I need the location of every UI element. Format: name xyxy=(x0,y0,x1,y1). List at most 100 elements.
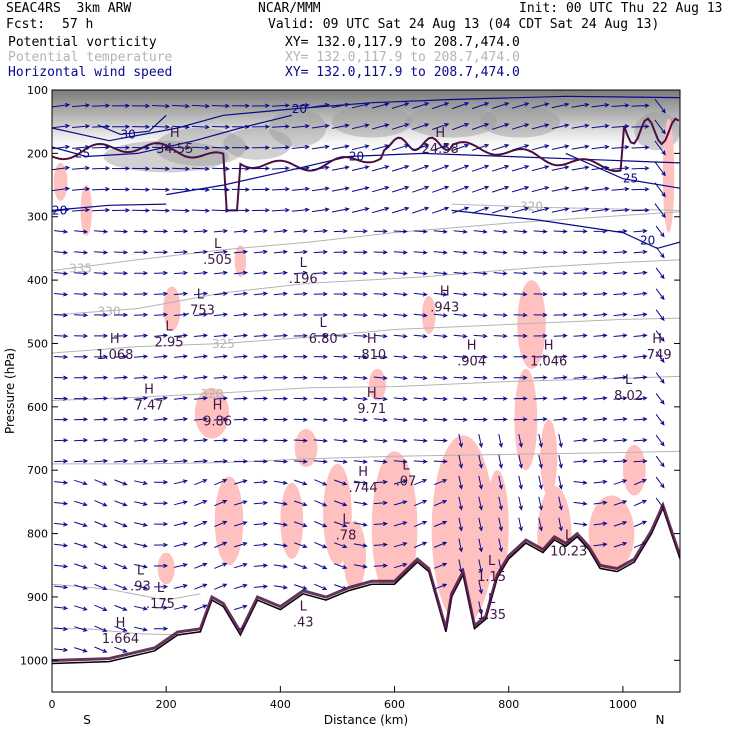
wind-vector xyxy=(194,562,208,569)
wind-vector xyxy=(231,208,251,213)
left-end-label: S xyxy=(83,713,91,727)
wind-vector xyxy=(452,143,470,151)
wind-vector xyxy=(153,249,169,255)
wind-vector xyxy=(93,438,109,443)
wind-vector xyxy=(413,354,428,360)
wind-vector xyxy=(114,563,128,570)
pv-extrema-kind: L xyxy=(165,319,173,334)
wind-vector xyxy=(74,458,89,464)
pv-extrema-value: 9.71 xyxy=(357,402,386,417)
wind-vector xyxy=(213,396,229,401)
wind-vector xyxy=(114,542,128,549)
pv-extrema-kind: H xyxy=(170,126,180,141)
wind-vector xyxy=(193,249,209,255)
wind-vector xyxy=(193,417,209,422)
wind-vector xyxy=(193,375,209,380)
wind-vector xyxy=(93,312,109,318)
wind-vector xyxy=(351,144,370,151)
wind-vector xyxy=(313,396,328,401)
wind-vector xyxy=(213,459,229,464)
wind-contour-line xyxy=(52,95,680,142)
wind-vector xyxy=(114,625,128,632)
wind-vector xyxy=(393,250,408,255)
wind-vector xyxy=(234,562,248,569)
wind-vector xyxy=(573,522,588,527)
wind-vector xyxy=(631,208,650,213)
wind-vector xyxy=(333,312,348,318)
wind-vector xyxy=(273,228,288,234)
pv-fill-patch xyxy=(194,387,229,439)
wind-vector xyxy=(351,207,370,213)
wind-vector xyxy=(613,228,628,234)
wind-vector xyxy=(54,605,69,611)
wind-vector xyxy=(393,562,408,569)
wind-vector xyxy=(213,249,229,255)
tropopause-pv-contour xyxy=(52,117,680,212)
wind-vector xyxy=(114,500,128,507)
wind-contour-label: 30 xyxy=(121,127,136,141)
pv-extrema-value: 6.80 xyxy=(309,332,338,347)
wind-vector xyxy=(74,417,89,422)
wind-vector xyxy=(473,354,488,360)
wind-vector xyxy=(331,165,350,171)
wind-vector xyxy=(134,564,148,569)
wind-vector xyxy=(353,522,368,527)
wind-vector xyxy=(513,312,528,318)
wind-vector xyxy=(493,250,508,255)
wind-vector xyxy=(511,102,530,109)
wind-vector xyxy=(393,479,408,485)
wind-vector xyxy=(93,271,109,276)
wind-vector xyxy=(473,229,488,234)
wind-vector xyxy=(234,542,248,548)
wind-vector xyxy=(294,563,308,569)
pv-extrema-value: 34.55 xyxy=(156,142,193,157)
pv-extrema-kind: L xyxy=(300,599,308,614)
wind-vector xyxy=(353,250,368,255)
wind-vector xyxy=(113,375,129,380)
wind-vector xyxy=(393,438,408,443)
stratosphere-blob xyxy=(268,109,327,148)
wind-vector xyxy=(433,375,448,381)
wind-vector xyxy=(434,583,448,590)
wind-vector xyxy=(371,123,390,130)
wind-vector xyxy=(373,333,388,339)
wind-vector xyxy=(593,270,608,276)
wind-vector xyxy=(233,396,249,401)
wind-vector xyxy=(131,166,151,171)
plot-frame xyxy=(51,89,681,693)
wind-vector xyxy=(351,102,370,109)
wind-vector xyxy=(473,396,488,401)
wind-vector xyxy=(393,542,408,548)
pv-fill-patch xyxy=(421,295,436,334)
wind-vector xyxy=(493,229,508,234)
valid-time: Valid: 09 UTC Sat 24 Aug 13 (04 CDT Sat … xyxy=(268,17,660,32)
wind-vector xyxy=(613,375,628,380)
pv-extrema-value: 1.664 xyxy=(102,632,139,647)
wind-vector xyxy=(173,291,189,297)
wind-vector xyxy=(94,479,108,486)
wind-vector xyxy=(551,123,570,130)
wind-vector xyxy=(251,145,271,150)
wind-vector xyxy=(94,646,108,653)
wind-vector xyxy=(214,541,228,548)
wind-vector xyxy=(655,267,665,280)
wind-vector xyxy=(54,292,69,297)
pv-extrema-kind: H xyxy=(467,338,477,353)
pv-fill-patch xyxy=(431,435,495,626)
wind-vector xyxy=(413,438,428,443)
wind-vector xyxy=(253,396,269,401)
wind-vector xyxy=(558,433,563,448)
wind-vector xyxy=(114,583,128,590)
pv-fill-patch xyxy=(53,162,68,201)
wind-vector xyxy=(173,563,188,568)
wind-vector xyxy=(311,102,330,108)
wind-vector xyxy=(573,437,588,443)
wind-vector xyxy=(193,458,209,464)
wind-vector xyxy=(531,144,550,151)
wind-vector xyxy=(553,375,568,380)
wind-vector xyxy=(471,143,490,151)
wind-vector xyxy=(333,228,348,234)
wind-vector xyxy=(593,479,608,485)
wind-vector xyxy=(293,438,308,443)
wind-vector xyxy=(633,499,648,507)
